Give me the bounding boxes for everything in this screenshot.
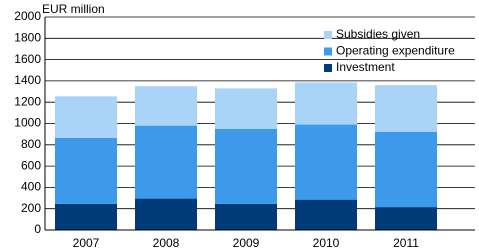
legend-label: Investment [336,60,395,74]
bar-segment [215,88,277,129]
legend-label: Operating expenditure [336,44,455,58]
bar-segment [215,203,277,230]
bar-segment [215,128,277,204]
bar-segment [375,207,437,230]
bar-segment [55,96,117,138]
bar-segment [295,82,357,125]
bar-segment [375,85,437,133]
y-tick-label: 200 [21,201,41,215]
y-axis-label: EUR million [42,2,105,16]
y-tick-label: 1000 [14,116,41,130]
x-tick-label: 2007 [73,236,100,250]
bar-segment [55,203,117,230]
y-tick-label: 1400 [14,73,41,87]
x-tick-label: 2008 [153,236,180,250]
legend-label: Subsidies given [336,27,420,41]
legend-swatch [324,64,332,72]
y-tick-label: 400 [21,180,41,194]
legend-swatch [324,31,332,39]
y-tick-label: 1200 [14,94,41,108]
bar-segment [135,86,197,126]
y-tick-label: 600 [21,158,41,172]
y-tick-label: 0 [34,222,41,236]
bar-segment [295,124,357,200]
legend-swatch [324,47,332,56]
bar-segment [135,198,197,230]
bar-segment [295,199,357,230]
x-tick-label: 2011 [393,236,419,250]
y-tick-label: 800 [21,137,41,151]
y-tick-label: 1600 [14,52,41,66]
y-tick-label: 1800 [14,30,41,44]
x-tick-label: 2010 [313,236,340,250]
bar-segment [55,137,117,204]
y-tick-label: 2000 [14,9,41,23]
x-tick-label: 2009 [233,236,260,250]
bar-segment [135,125,197,199]
bar-segment [375,132,437,208]
